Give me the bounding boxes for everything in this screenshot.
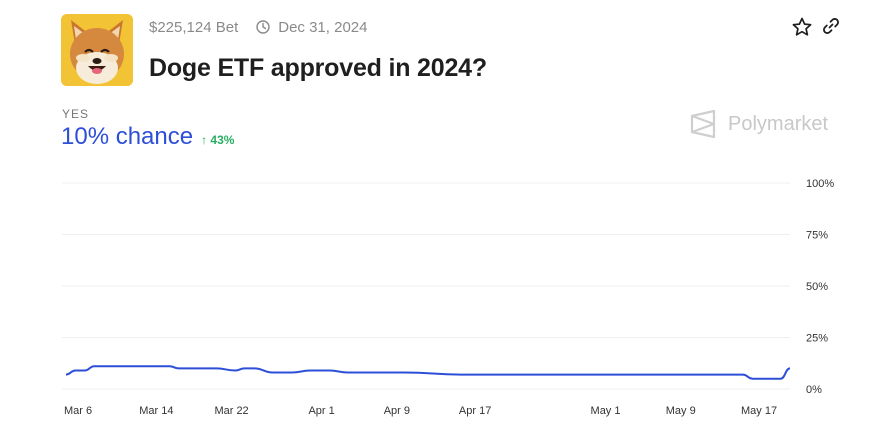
- data-point[interactable]: [242, 365, 248, 371]
- y-tick-label: 50%: [806, 281, 828, 293]
- outcome-label: YES: [62, 107, 90, 121]
- data-point[interactable]: [778, 376, 784, 382]
- x-tick-label: May 9: [666, 405, 696, 417]
- data-point[interactable]: [665, 372, 671, 378]
- market-title: Doge ETF approved in 2024?: [149, 54, 487, 82]
- brand-watermark: Polymarket: [688, 109, 828, 139]
- data-point[interactable]: [251, 365, 257, 371]
- end-date-label: Dec 31, 2024: [278, 18, 368, 36]
- data-point[interactable]: [101, 363, 107, 369]
- x-tick-label: Mar 6: [64, 405, 92, 417]
- data-point[interactable]: [768, 376, 774, 382]
- data-point[interactable]: [787, 365, 793, 371]
- data-point[interactable]: [458, 372, 464, 378]
- clock-icon: [256, 20, 270, 34]
- polymarket-logo-icon: [688, 109, 718, 139]
- x-tick-label: Mar 14: [139, 405, 173, 417]
- x-tick-label: Apr 9: [384, 405, 410, 417]
- chance-row: 10% chance ↑ 43%: [61, 123, 234, 151]
- yes-probability-line[interactable]: [65, 365, 791, 380]
- data-point[interactable]: [289, 370, 295, 376]
- data-point[interactable]: [383, 370, 389, 376]
- y-tick-label: 100%: [806, 178, 834, 190]
- data-point[interactable]: [213, 365, 219, 371]
- data-point[interactable]: [401, 370, 407, 376]
- data-point[interactable]: [176, 365, 182, 371]
- brand-name: Polymarket: [728, 112, 829, 135]
- data-point[interactable]: [307, 367, 313, 373]
- data-point[interactable]: [82, 367, 88, 373]
- y-tick-label: 0%: [806, 384, 822, 396]
- y-tick-label: 75%: [806, 230, 828, 242]
- data-point[interactable]: [232, 367, 238, 373]
- data-point[interactable]: [195, 365, 201, 371]
- x-tick-label: Apr 1: [308, 405, 334, 417]
- y-tick-label: 25%: [806, 333, 828, 345]
- change-value: ↑ 43%: [201, 133, 235, 147]
- data-point[interactable]: [740, 372, 746, 378]
- x-tick-label: May 17: [741, 405, 777, 417]
- data-point[interactable]: [72, 367, 78, 373]
- data-point[interactable]: [138, 363, 144, 369]
- data-point[interactable]: [590, 372, 596, 378]
- data-point[interactable]: [204, 365, 210, 371]
- data-point[interactable]: [345, 370, 351, 376]
- x-tick-label: May 1: [591, 405, 621, 417]
- link-icon[interactable]: [821, 16, 841, 36]
- data-point[interactable]: [326, 367, 332, 373]
- data-point[interactable]: [166, 363, 172, 369]
- x-tick-label: Mar 22: [214, 405, 248, 417]
- data-point[interactable]: [91, 363, 97, 369]
- data-point[interactable]: [749, 376, 755, 382]
- market-meta: $225,124 Bet Dec 31, 2024: [149, 17, 367, 37]
- x-tick-label: Apr 17: [459, 405, 491, 417]
- data-point[interactable]: [119, 363, 125, 369]
- chance-value: 10% chance: [61, 123, 194, 150]
- volume-label: $225,124 Bet: [149, 18, 239, 36]
- data-point[interactable]: [270, 370, 276, 376]
- market-image: [61, 14, 133, 86]
- data-point[interactable]: [63, 372, 69, 378]
- star-icon[interactable]: [791, 16, 813, 38]
- data-point[interactable]: [354, 370, 360, 376]
